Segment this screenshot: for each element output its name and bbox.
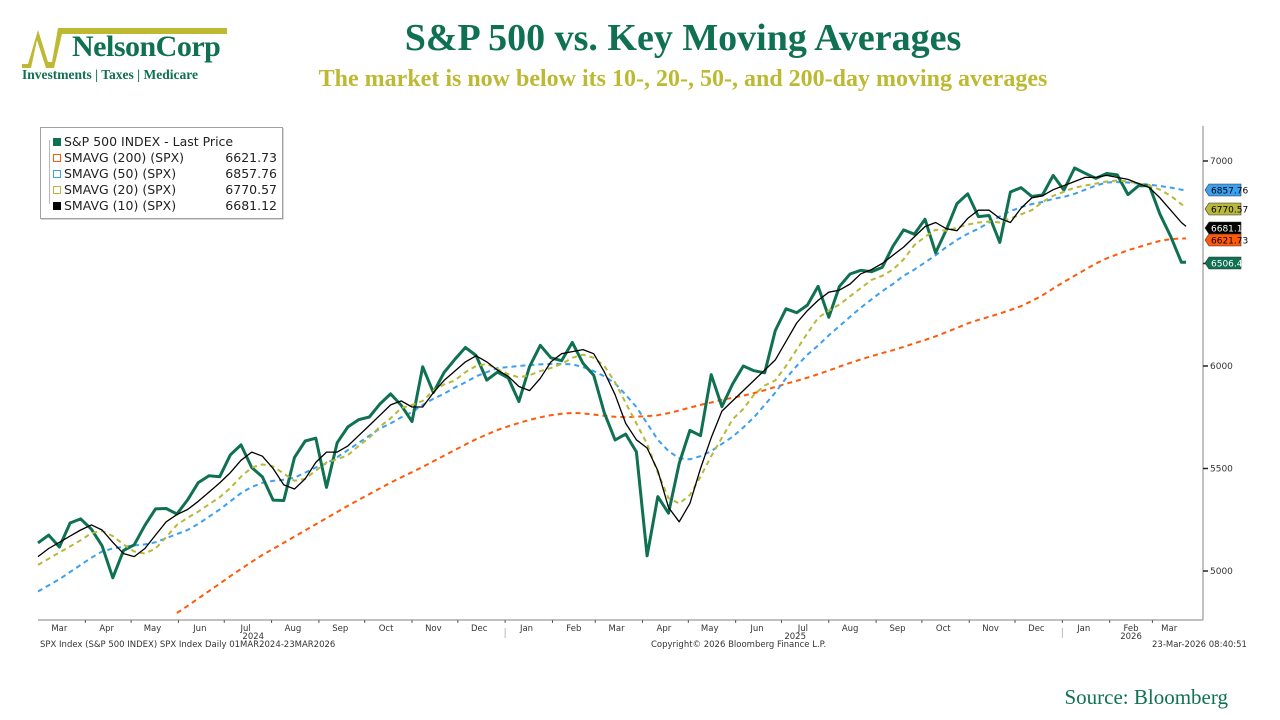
legend-label: SMAVG (20) (SPX) — [64, 182, 177, 197]
legend-swatch-sma20 — [53, 186, 61, 194]
legend-item-sma50: SMAVG (50) (SPX) 6857.76 — [49, 166, 277, 182]
last-value-tag — [1204, 221, 1242, 235]
x-tick-label: Oct — [379, 624, 394, 634]
legend-swatch-sma50 — [53, 170, 61, 178]
nelsoncorp-logo: NelsonCorp Investments | Taxes | Medicar… — [22, 26, 232, 86]
series-line-sma10 — [37, 174, 1187, 558]
legend-swatch-sma10 — [53, 202, 61, 210]
legend-label: SMAVG (10) (SPX) — [64, 198, 177, 213]
legend-value: 6770.57 — [225, 182, 277, 197]
last-value-tag — [1204, 202, 1242, 216]
last-value-label: 6770.57 — [1211, 206, 1248, 216]
x-tick-label: Apr — [99, 624, 114, 634]
x-tick-label: Aug — [285, 624, 302, 634]
x-tick-label: Sep — [889, 624, 905, 634]
x-tick-label: Jun — [192, 624, 206, 634]
x-tick-label: Mar — [51, 624, 68, 634]
legend-label: SMAVG (200) (SPX) — [64, 150, 185, 165]
last-value-label: 6857.76 — [1211, 187, 1248, 197]
page-subtitle: The market is now below its 10-, 20-, 50… — [318, 66, 1048, 92]
legend-value: 6621.73 — [225, 150, 277, 165]
x-tick-label: Apr — [657, 624, 672, 634]
x-tick-label: Dec — [1028, 624, 1045, 634]
x-tick-label: Sep — [332, 624, 348, 634]
last-value-tag — [1204, 233, 1242, 247]
x-tick-label: Dec — [471, 624, 488, 634]
x-tick-label: May — [144, 624, 162, 634]
source-note: Source: Bloomberg — [1064, 685, 1228, 709]
plot-frame — [38, 126, 1204, 621]
legend-item-sma10: SMAVG (10) (SPX) 6681.12 — [49, 198, 277, 214]
legend-label: S&P 500 INDEX - Last Price — [64, 134, 234, 149]
x-tick-label: Feb — [566, 624, 581, 634]
x-tick-label: Mar — [1161, 624, 1178, 634]
line-chart: 5000 5500 6000 7000 Mar Apr May Jun Jul Aug Sep Oct… — [37, 126, 1248, 642]
year-label: 2024 — [242, 632, 264, 642]
legend-item-sma20: SMAVG (20) (SPX) 6770.57 — [49, 182, 277, 198]
chart-legend: S&P 500 INDEX - Last Price SMAVG (200) (… — [40, 127, 283, 219]
last-value-label: 6681.12 — [1211, 225, 1248, 235]
y-tick-label: 5000 — [1210, 567, 1233, 577]
last-value-tag — [1204, 183, 1242, 197]
last-value-labels: 6857.76 6770.57 6681.12 6621.73 6506.48 — [1204, 183, 1248, 270]
x-tick-label: Jan — [1076, 624, 1090, 634]
legend-label: SMAVG (50) (SPX) — [64, 166, 177, 181]
x-tick-label: Feb — [1124, 624, 1139, 634]
legend-swatch-price — [53, 138, 61, 146]
legend-item-sma200: SMAVG (200) (SPX) 6621.73 — [49, 150, 277, 166]
last-value-tag — [1204, 256, 1242, 270]
footer-timestamp: 23-Mar-2026 08:40:51 — [1152, 640, 1247, 650]
year-label: 2025 — [784, 632, 806, 642]
x-tick-label: Jul — [797, 624, 808, 634]
legend-swatch-sma200 — [53, 154, 61, 162]
legend-tree-line — [49, 140, 55, 204]
last-value-label: 6621.73 — [1211, 237, 1248, 247]
footer-copyright: Copyright© 2026 Bloomberg Finance L.P. — [651, 640, 827, 650]
x-tick-label: Jul — [239, 624, 250, 634]
y-tick-label: 5500 — [1210, 465, 1233, 475]
x-tick-label: Jan — [519, 624, 533, 634]
x-tick-label: Mar — [609, 624, 626, 634]
x-tick-label: May — [701, 624, 719, 634]
logo-mark-icon — [22, 28, 227, 68]
series-line-price — [37, 166, 1186, 580]
x-tick-label: Nov — [982, 624, 999, 634]
page-title: S&P 500 vs. Key Moving Averages — [404, 17, 962, 59]
series-line-sma20 — [37, 179, 1187, 566]
legend-value: 6857.76 — [225, 166, 277, 181]
footer-series-info: SPX Index (S&P 500 INDEX) SPX Index Dail… — [40, 640, 336, 650]
legend-value: 6681.12 — [225, 198, 277, 213]
series-layer — [37, 166, 1187, 614]
x-tick-label: Aug — [842, 624, 859, 634]
axis-layer: 5000 5500 6000 7000 Mar Apr May Jun Jul Aug Sep Oct… — [51, 157, 1233, 642]
x-tick-label: Jun — [749, 624, 763, 634]
y-tick-label: 7000 — [1210, 157, 1233, 167]
logo-name: NelsonCorp — [72, 30, 221, 63]
logo-tagline: Investments | Taxes | Medicare — [22, 67, 198, 82]
x-tick-label: Oct — [936, 624, 951, 634]
y-tick-label: 6000 — [1210, 362, 1233, 372]
year-label: 2026 — [1120, 632, 1142, 642]
last-value-label: 6506.48 — [1211, 260, 1248, 270]
legend-item-price: S&P 500 INDEX - Last Price — [49, 134, 277, 150]
series-line-sma200 — [176, 237, 1186, 614]
x-tick-label: Nov — [425, 624, 442, 634]
